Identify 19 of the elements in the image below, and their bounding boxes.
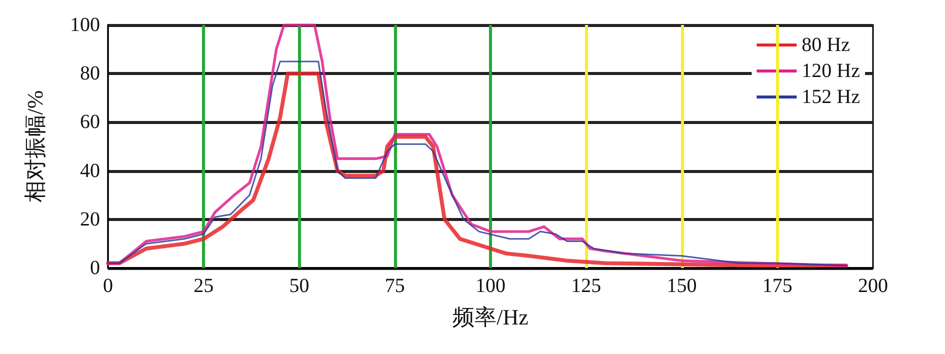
x-tick-label: 125 (571, 275, 602, 297)
y-tick-label: 20 (80, 208, 100, 230)
y-tick-label: 80 (80, 62, 100, 85)
legend-label: 80 Hz (802, 34, 850, 56)
legend-label: 152 Hz (802, 86, 860, 108)
x-tick-label: 175 (762, 275, 792, 297)
x-tick-label: 200 (858, 275, 888, 297)
legend-label: 120 Hz (802, 60, 860, 82)
y-tick-label: 40 (80, 160, 100, 182)
y-tick-label: 0 (90, 257, 100, 279)
x-tick-label: 25 (194, 275, 214, 297)
y-axis-title: 相对振幅/% (22, 90, 48, 203)
x-tick-label: 75 (384, 275, 405, 297)
x-axis-title: 频率/Hz (452, 304, 529, 330)
x-tick-label: 100 (476, 275, 506, 297)
x-tick-label: 50 (289, 275, 310, 297)
y-tick-label: 100 (70, 14, 100, 36)
x-tick-label: 150 (666, 275, 697, 297)
y-tick-label: 60 (80, 111, 100, 134)
